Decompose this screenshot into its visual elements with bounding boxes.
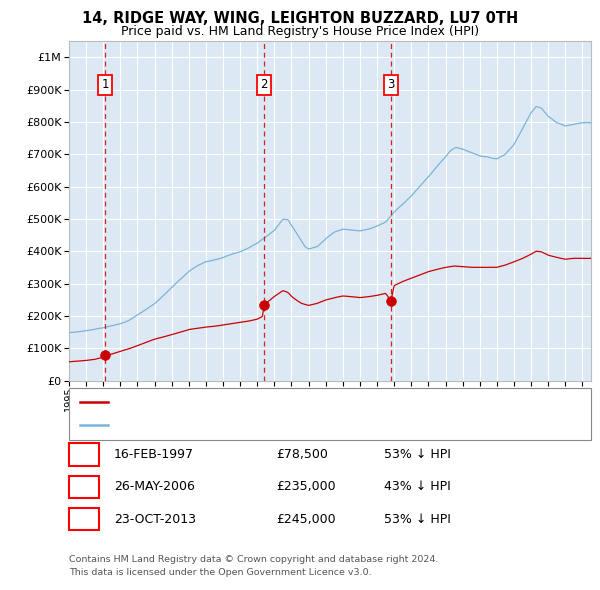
Text: 3: 3 [80,513,88,526]
Text: 2: 2 [80,480,88,493]
Text: 2: 2 [260,78,268,91]
Text: Contains HM Land Registry data © Crown copyright and database right 2024.: Contains HM Land Registry data © Crown c… [69,555,439,563]
Text: £78,500: £78,500 [276,448,328,461]
Text: 53% ↓ HPI: 53% ↓ HPI [384,448,451,461]
Text: 14, RIDGE WAY, WING, LEIGHTON BUZZARD, LU7 0TH (detached house): 14, RIDGE WAY, WING, LEIGHTON BUZZARD, L… [115,397,515,407]
Text: 26-MAY-2006: 26-MAY-2006 [114,480,195,493]
Text: Price paid vs. HM Land Registry's House Price Index (HPI): Price paid vs. HM Land Registry's House … [121,25,479,38]
Text: 1: 1 [80,448,88,461]
Text: 1: 1 [101,78,109,91]
Text: 3: 3 [387,78,395,91]
Text: 43% ↓ HPI: 43% ↓ HPI [384,480,451,493]
Text: £245,000: £245,000 [276,513,335,526]
Text: HPI: Average price, detached house, Buckinghamshire: HPI: Average price, detached house, Buck… [115,420,418,430]
Text: 23-OCT-2013: 23-OCT-2013 [114,513,196,526]
Text: 14, RIDGE WAY, WING, LEIGHTON BUZZARD, LU7 0TH: 14, RIDGE WAY, WING, LEIGHTON BUZZARD, L… [82,11,518,25]
Text: £235,000: £235,000 [276,480,335,493]
Text: This data is licensed under the Open Government Licence v3.0.: This data is licensed under the Open Gov… [69,568,371,576]
Text: 16-FEB-1997: 16-FEB-1997 [114,448,194,461]
Text: 53% ↓ HPI: 53% ↓ HPI [384,513,451,526]
